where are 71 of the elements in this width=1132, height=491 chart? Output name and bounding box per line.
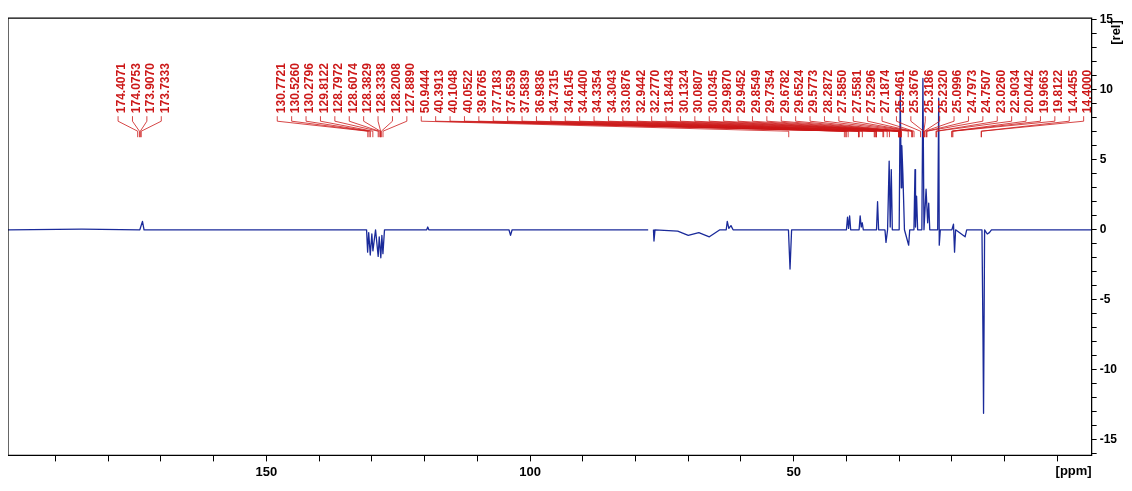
annotation: 128.2008: [388, 62, 403, 114]
annotation: 25.3676: [907, 69, 922, 114]
annotation: 22.9034: [1007, 69, 1022, 114]
annotation: 130.5260: [287, 62, 302, 114]
y-tick-label: 5: [1099, 152, 1107, 167]
annotation: 29.6524: [791, 69, 806, 114]
annotation: 37.7183: [489, 69, 504, 114]
y-tick-label: 0: [1099, 222, 1107, 237]
x-tick-label: 50: [786, 463, 801, 479]
annotation: 29.9870: [719, 69, 734, 114]
annotation: 20.0442: [1022, 69, 1037, 114]
annotation: 174.0753: [128, 62, 143, 114]
x-axis-title: [ppm]: [1055, 463, 1092, 479]
annotation: 30.0345: [705, 69, 720, 114]
annotation: 40.0522: [460, 69, 475, 114]
annotation: 29.6782: [777, 69, 792, 114]
annotation: 50.9444: [417, 69, 432, 114]
annotation: 34.4400: [575, 69, 590, 114]
annotation: 27.5581: [849, 69, 864, 114]
annotation: 27.5850: [835, 69, 850, 114]
annotation: 14.4000: [1079, 69, 1094, 114]
annotation: 30.1324: [676, 69, 691, 114]
annotation: 173.7333: [157, 62, 172, 114]
annotation: 36.9836: [532, 69, 547, 114]
annotation: 19.8122: [1051, 69, 1066, 114]
annotation: 29.7354: [763, 69, 778, 114]
annotation: 130.7721: [273, 62, 288, 114]
annotation: 29.9452: [734, 69, 749, 114]
annotation: 130.2796: [302, 62, 317, 114]
annotation: 23.0260: [993, 69, 1008, 114]
annotation: 32.2770: [647, 69, 662, 114]
annotation: 40.3913: [431, 69, 446, 114]
annotation: 24.7507: [979, 69, 994, 114]
annotation: 127.8890: [403, 62, 418, 114]
annotation: 28.2872: [820, 69, 835, 114]
annotation: 24.7973: [964, 69, 979, 114]
annotation: 128.7972: [331, 62, 346, 114]
x-tick-label: 150: [255, 463, 278, 479]
annotation: 34.3354: [590, 69, 605, 114]
annotation: 29.5773: [806, 69, 821, 114]
annotation: 27.5296: [863, 69, 878, 114]
annotation: 174.4071: [114, 62, 129, 114]
annotation: 29.8549: [748, 69, 763, 114]
y-tick-label: 10: [1099, 81, 1114, 96]
annotation: 129.8122: [316, 62, 331, 114]
annotation: 14.4455: [1065, 69, 1080, 114]
y-tick-label: -5: [1099, 292, 1111, 307]
annotation: 25.9461: [892, 69, 907, 114]
annotation: 34.3043: [604, 69, 619, 114]
annotation: 30.0807: [691, 69, 706, 114]
annotation: 128.6074: [345, 62, 360, 114]
annotation: 39.6765: [475, 69, 490, 114]
annotation: 34.6145: [561, 69, 576, 114]
annotation: 34.7315: [547, 69, 562, 114]
annotation: 31.8443: [662, 69, 677, 114]
annotation: 37.6539: [503, 69, 518, 114]
annotation: 33.0876: [619, 69, 634, 114]
y-tick-label: -10: [1099, 362, 1118, 377]
annotation: 40.1048: [446, 69, 461, 114]
annotation: 25.0996: [950, 69, 965, 114]
annotation: 32.9442: [633, 69, 648, 114]
annotation: 25.2320: [935, 69, 950, 114]
annotation: 128.3338: [374, 62, 389, 114]
annotation: 27.1874: [878, 69, 893, 114]
y-tick-label: -15: [1099, 432, 1118, 447]
annotation: 19.9663: [1036, 69, 1051, 114]
annotation: 173.9070: [143, 62, 158, 114]
annotation: 37.5839: [518, 69, 533, 114]
x-tick-label: 100: [519, 463, 541, 479]
annotation: 128.3829: [359, 62, 374, 114]
annotation: 25.3186: [921, 69, 936, 114]
